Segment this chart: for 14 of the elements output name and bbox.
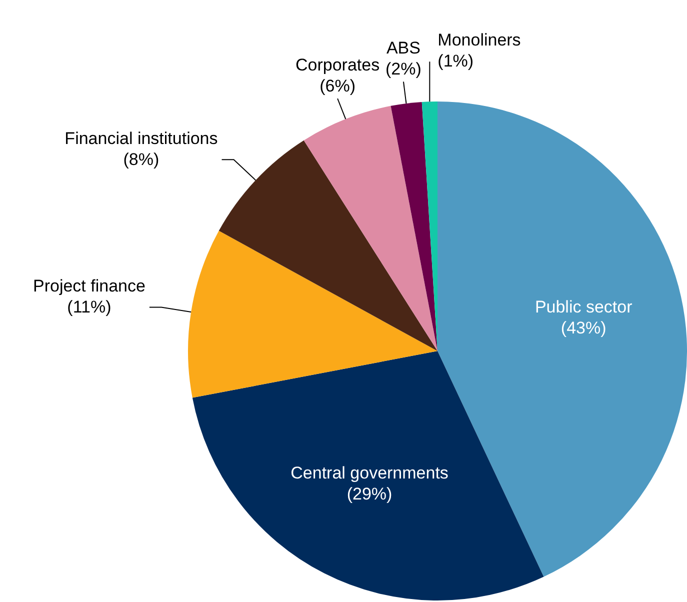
data-label: (6%) xyxy=(320,76,356,96)
data-label: (29%) xyxy=(346,484,392,504)
slice-label: Financial institutions xyxy=(64,128,218,148)
slice-label: Monoliners xyxy=(438,30,521,50)
data-label: (2%) xyxy=(386,59,422,78)
slice-label: ABS xyxy=(386,38,420,58)
slice-label: Central governments xyxy=(290,464,448,483)
data-label: (43%) xyxy=(560,318,606,338)
slice-label: Public sector xyxy=(534,298,633,317)
data-label: (8%) xyxy=(123,150,160,169)
slice-label: Project finance xyxy=(32,276,146,296)
slice-label: Corporates xyxy=(296,55,380,74)
data-label: (11%) xyxy=(67,297,112,316)
data-label: (1%) xyxy=(438,51,474,70)
